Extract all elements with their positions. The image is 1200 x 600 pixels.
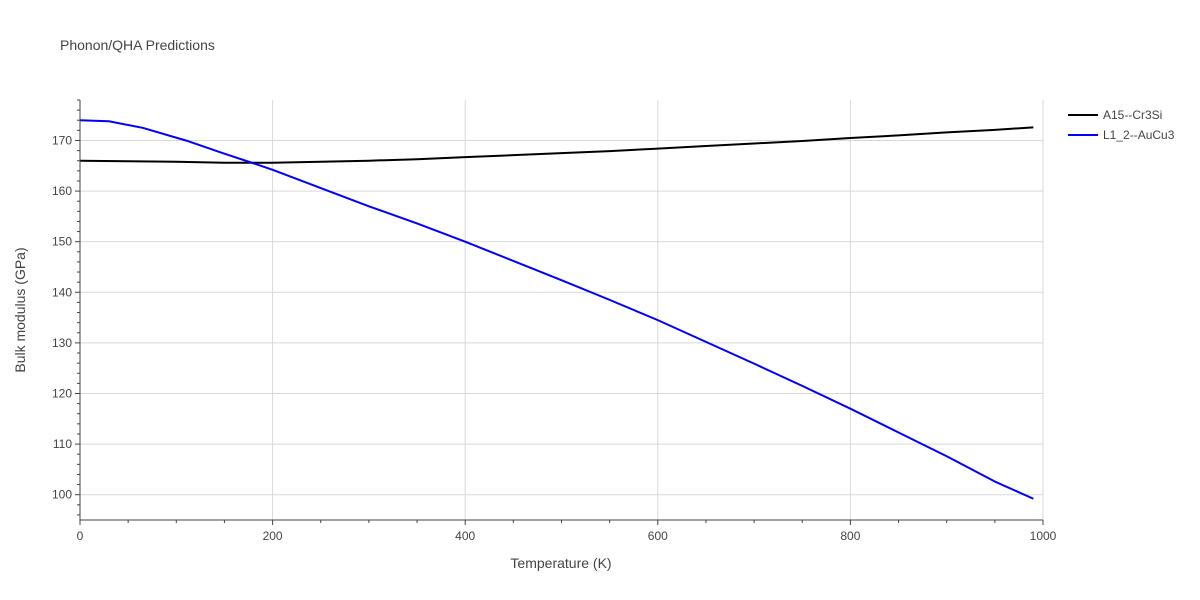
y-tick-label: 110 <box>53 437 72 451</box>
legend-label: L1_2--AuCu3 <box>1103 128 1175 142</box>
series-line-0 <box>79 126 1034 164</box>
tick-labels: 0 200 400 600 800 1000 100 110 120 130 140 150 160 17… <box>52 133 1057 543</box>
y-tick-label: 150 <box>52 235 72 249</box>
y-tick-label: 160 <box>52 184 72 198</box>
y-tick-label: 120 <box>52 386 72 400</box>
y-tick-label: 100 <box>52 488 72 502</box>
x-tick-label: 1000 <box>1030 529 1057 543</box>
chart-title: Phonon/QHA Predictions <box>60 37 215 53</box>
x-tick-label: 800 <box>840 529 860 543</box>
legend[interactable]: A15--Cr3Si L1_2--AuCu3 <box>1068 108 1175 142</box>
series-lines <box>79 119 1034 500</box>
y-tick-label: 140 <box>52 285 72 299</box>
y-axis-title: Bulk modulus (GPa) <box>12 247 28 372</box>
x-axis-title: Temperature (K) <box>510 555 611 571</box>
y-tick-label: 130 <box>52 336 72 350</box>
series-line-1 <box>79 119 1034 500</box>
axes <box>75 100 1044 525</box>
legend-item-1[interactable]: L1_2--AuCu3 <box>1068 128 1175 142</box>
x-tick-label: 400 <box>455 529 475 543</box>
x-tick-label: 200 <box>263 529 283 543</box>
grid-lines <box>80 100 1044 520</box>
legend-item-0[interactable]: A15--Cr3Si <box>1068 108 1162 122</box>
x-tick-label: 0 <box>77 529 84 543</box>
y-tick-label: 170 <box>52 133 72 147</box>
legend-label: A15--Cr3Si <box>1103 108 1162 122</box>
x-tick-label: 600 <box>648 529 668 543</box>
